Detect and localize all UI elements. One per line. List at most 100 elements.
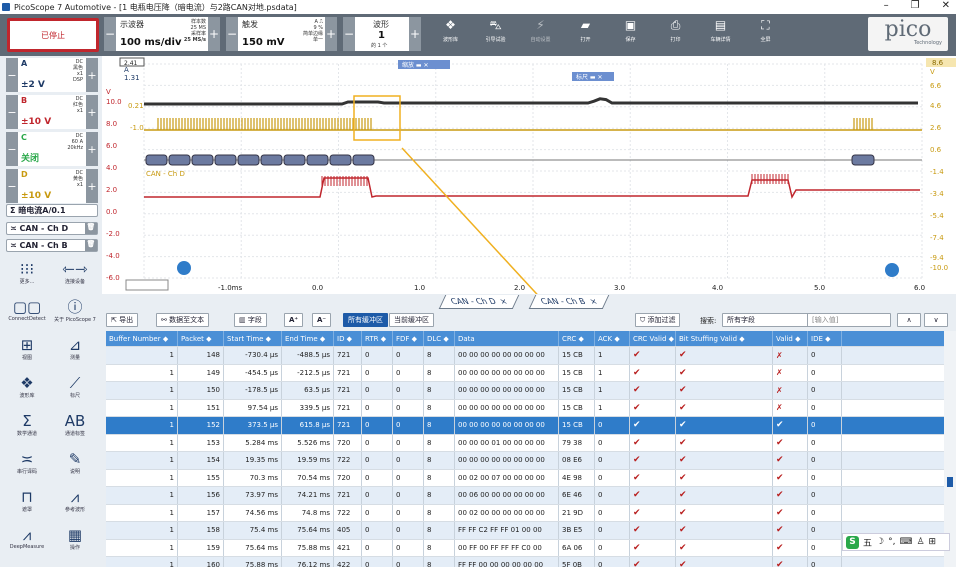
table-row[interactable]: 1 160 75.88 ms 76.12 ms 422 0 0 8 FF FF 00 00 00… [106,557,944,567]
table-row[interactable]: 1 148 -730.4 µs -488.5 µs 721 0 0 8 00 00 00 00 … [106,347,944,365]
toolbar-fullscreen[interactable]: ⛶ 全屏 [743,18,788,43]
nav-waveform-library[interactable]: ❖ 波形库 [4,374,50,399]
column-header[interactable]: Start Time ◆ [224,331,282,346]
add-filter-button[interactable]: ⛉ 添加过滤 [635,313,681,327]
search-input[interactable]: [输入值] [807,313,891,327]
run-stop-button[interactable]: 已停止 [7,18,99,52]
table-row[interactable]: 1 155 70.3 ms 70.54 ms 720 0 0 8 00 02 00 07 00 … [106,469,944,487]
nav-channel-label[interactable]: AB 通道标签 [52,412,98,437]
nav-ruler[interactable]: ⟋ 标尺 [52,374,98,399]
search-next-button[interactable]: ∨ [924,313,948,327]
column-header[interactable]: ACK ◆ [595,331,630,346]
scope-view[interactable]: A 1.31 V 10.0 8.0 6.0 4.0 2.0 0.0 -2.0 -4.0 -6.0 0.2… [102,56,956,409]
channel-range[interactable]: ±10 V [21,191,52,201]
channel-c-control[interactable]: − C 关闭 DC 60 A 20kHz + [6,132,98,166]
table-row[interactable]: 1 150 -178.5 µs 63.5 µs 721 0 0 8 00 00 00 00 00… [106,382,944,400]
table-row[interactable]: 1 152 373.5 µs 615.8 µs 721 0 0 8 00 00 00 00 00… [106,417,944,435]
nav-mask[interactable]: ⊓ 遮罩 [4,488,50,513]
math-channel-can-d[interactable]: ≍ CAN - Ch D 🗑 [6,222,98,235]
scrollbar-thumb[interactable] [947,477,953,487]
channel-d-control[interactable]: − D ±10 V DC 黄色 x1 + [6,169,98,203]
nav-math-channel[interactable]: Σ 数学通道 [4,412,50,437]
tab-can-ch-b[interactable]: CAN - Ch B × [528,295,609,309]
table-row[interactable]: 1 157 74.56 ms 74.8 ms 722 0 0 8 00 02 00 00 00 … [106,504,944,522]
table-row[interactable]: 1 153 5.284 ms 5.526 ms 720 0 0 8 00 00 00 01 00… [106,434,944,452]
trash-icon[interactable]: 🗑 [85,240,97,251]
timebase-decrease-button[interactable]: − [104,17,116,51]
minimize-button[interactable]: – [883,0,889,11]
font-decrease-button[interactable]: A⁻ [312,313,332,327]
column-header[interactable]: CRC Valid ◆ [630,331,676,346]
channel-decrease-button[interactable]: − [6,95,18,129]
column-header[interactable]: Buffer Number ◆ [106,331,178,346]
math-channel-can-b[interactable]: ≍ CAN - Ch B 🗑 [6,239,98,252]
toolbar-save[interactable]: ▣ 保存 [608,18,653,43]
math-channel-dark-current[interactable]: Σ 暗电流A/0.1 [6,204,98,217]
timebase-increase-button[interactable]: + [208,17,220,51]
table-row[interactable]: 1 149 -454.5 µs -212.5 µs 721 0 0 8 00 00 00 00 … [106,364,944,382]
channel-decrease-button[interactable]: − [6,132,18,166]
table-row[interactable]: 1 151 97.54 µs 339.5 µs 721 0 0 8 00 00 00 00 00… [106,399,944,417]
nav-connect-device[interactable]: ⇽⇾ 连接设备 [52,260,98,285]
column-header[interactable]: DLC ◆ [424,331,455,346]
column-header[interactable]: IDE ◆ [808,331,842,346]
column-header[interactable]: Packet ◆ [178,331,224,346]
channel-increase-button[interactable]: + [86,58,98,92]
waveform-number[interactable]: 1 [378,30,385,41]
column-header[interactable]: Bit Stuffing Valid ◆ [676,331,773,346]
font-increase-button[interactable]: A⁺ [284,313,304,327]
trigger-value[interactable]: 150 mV [242,37,285,48]
channel-b-control[interactable]: − B ±10 V DC 红色 x1 + [6,95,98,129]
close-icon[interactable]: × [498,297,510,306]
search-field-select[interactable]: 所有字段▾ [722,313,820,327]
waveform-prev-button[interactable]: − [343,17,355,51]
fields-button[interactable]: ▥ 字段 [234,313,267,327]
toolbar-print[interactable]: ⎙ 打印 [653,18,698,43]
nav-ref-waveform[interactable]: ⩘ 参考波形 [52,488,98,513]
channel-increase-button[interactable]: + [86,95,98,129]
trash-icon[interactable]: 🗑 [85,223,97,234]
column-header[interactable]: CRC ◆ [559,331,595,346]
nav-info[interactable]: ⓘ 关于 PicoScope 7 [52,298,98,323]
all-buffers-button[interactable]: 所有缓冲区 [343,313,388,327]
channel-range[interactable]: ±2 V [21,80,45,90]
close-button[interactable]: ✕ [941,0,950,11]
channel-range[interactable]: ±10 V [21,117,52,127]
current-buffer-button[interactable]: 当前缓冲区 [389,313,434,327]
toolbar-open[interactable]: ▰ 打开 [563,18,608,43]
nav-deepmeasure[interactable]: ⩘ DeepMeasure [4,526,50,550]
channel-a-control[interactable]: − A ±2 V DC 黑色 x1 DSP + [6,58,98,92]
toolbar-vehicle-details[interactable]: ▤ 车辆详情 [698,18,743,43]
channel-increase-button[interactable]: + [86,132,98,166]
nav-connect-detect[interactable]: ▢▢ ConnectDetect [4,298,50,322]
scope-plot[interactable]: A1.31V10.08.06.04.02.00.0-2.0-4.0-6.00.2… [102,56,956,409]
column-header[interactable]: Valid ◆ [773,331,808,346]
column-header[interactable]: End Time ◆ [282,331,334,346]
toolbar-auto-setup[interactable]: ⚡ 自动设置 [518,18,563,43]
channel-increase-button[interactable]: + [86,169,98,203]
channel-range[interactable]: 关闭 [21,154,40,164]
trigger-increase-button[interactable]: + [325,17,337,51]
column-header[interactable]: RTR ◆ [362,331,393,346]
nav-measure[interactable]: ⊿ 测量 [52,336,98,361]
table-row[interactable]: 1 159 75.64 ms 75.88 ms 421 0 0 8 00 FF 00 FF FF… [106,539,944,557]
trigger-decrease-button[interactable]: − [226,17,238,51]
table-row[interactable]: 1 156 73.97 ms 74.21 ms 721 0 0 8 00 06 00 00 00… [106,487,944,505]
table-row[interactable]: 1 154 19.35 ms 19.59 ms 722 0 0 8 00 00 00 00 00… [106,452,944,470]
column-header[interactable]: FDF ◆ [393,331,424,346]
waveform-next-button[interactable]: + [409,17,421,51]
export-button[interactable]: ⇱ 导出 [106,313,139,327]
toolbar-guided-test[interactable]: ⛍ 引导试验 [473,18,518,43]
channel-decrease-button[interactable]: − [6,169,18,203]
toolbar-library[interactable]: ❖ 波形库 [428,18,473,43]
close-icon[interactable]: × [587,297,599,306]
channel-decrease-button[interactable]: − [6,58,18,92]
column-header[interactable]: ID ◆ [334,331,362,346]
nav-more[interactable]: ⁝⁝⁝ 更多... [4,260,50,285]
tab-can-ch-d[interactable]: CAN - Ch D × [438,295,520,309]
maximize-button[interactable]: ❐ [910,0,920,11]
nav-action[interactable]: ▦ 操作 [52,526,98,551]
ime-toolbar[interactable]: S 五 ☽ °, ⌨ ♙ ⊞ [842,533,950,551]
nav-serial-decode[interactable]: ≍ 串行译码 [4,450,50,475]
table-scrollbar[interactable] [944,331,956,567]
